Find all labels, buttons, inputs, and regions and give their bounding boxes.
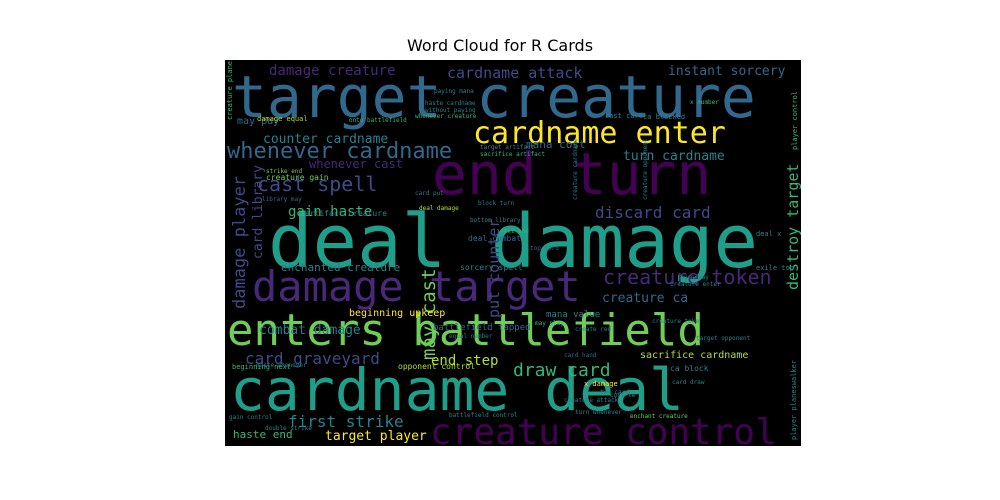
word-turn-may-89: turn may (680, 274, 709, 281)
word-without-paying-80: without paying (425, 107, 476, 114)
word-mana-value-38: mana value (546, 310, 600, 320)
word-end-step-21: end step (431, 353, 498, 369)
word-cloud-canvas: deal damage cardname deal target creature e… (225, 60, 801, 446)
word-damage-player-14: damage player (230, 176, 250, 309)
word-target-opponent-88: target opponent (696, 335, 751, 342)
word-damage-creature-17: damage creature (269, 63, 395, 79)
word-may-cast-22: may cast (418, 268, 440, 360)
word-creature-cardname-69: creature cardname (572, 138, 579, 200)
word-draw-card-11: draw card (513, 360, 611, 381)
word-opponent-control-39: opponent control (398, 362, 475, 371)
word-card-library-27: card library (251, 165, 266, 259)
word-onto-battlefield-79: onto battlefield (349, 117, 407, 124)
word-whenever-creature-78: whenever creature (415, 113, 477, 120)
word-x-damage-53: x damage (584, 380, 618, 388)
word-creature-enter-67: creature enter (670, 281, 721, 288)
word-damage-equal-45: damage equal (257, 115, 308, 123)
word-two-card-63: two card (600, 389, 629, 396)
word-turn-whenever-57: turn whenever (575, 409, 622, 416)
word-target-creature-2: target creature (232, 63, 756, 131)
word-destroy-target-20: destroy target (784, 164, 801, 290)
word-player-control-48: player control (791, 91, 799, 150)
word-creature-ca-29: creature ca (602, 291, 688, 306)
word-beginning-next-54: beginning next (232, 363, 291, 371)
word-may-pay-34: may pay (237, 116, 279, 127)
word-bottom-library-72: bottom library (470, 217, 521, 224)
word-mana-cost-33: mana cost (526, 138, 586, 151)
word-end-turn-3: end turn (432, 140, 711, 208)
word-discard-card-12: discard card (595, 203, 711, 222)
word-create-red-85: create red (575, 326, 612, 333)
word-deal-x-51: deal x (756, 230, 781, 238)
word-first-strike-15: first strike (288, 412, 404, 431)
word-enters-battlefield-4: enters battlefield (227, 305, 704, 356)
word-beginning-upkeep-36: beginning upkeep (349, 308, 445, 319)
word-cardname-attack-16: cardname attack (447, 64, 582, 82)
word-deal-combat-42: deal combat (468, 234, 521, 243)
word-haste-cardname-82: haste cardname (425, 100, 476, 107)
word-cost-le-62: cost le (610, 392, 636, 399)
word-cast-card-46: cast card (605, 112, 643, 120)
word-haste-whenever-58: haste whenever (256, 362, 307, 369)
word-creature-opponent-68: creature opponent (642, 138, 649, 200)
word-enchant-creature-56: enchant creature (630, 413, 688, 420)
word-damage-target-5: damage target (252, 262, 581, 311)
word-target-artifact-76: target artifact (480, 144, 535, 151)
word-next-end-59: next end (500, 228, 529, 235)
chart-title: Word Cloud for R Cards (406, 36, 594, 55)
word-put-counter-23: put counter (485, 219, 503, 318)
word-player-planeswalker-50: player planeswalker (790, 360, 798, 440)
word-deal-damage-0: deal damage (268, 199, 758, 285)
word-whenever-cast-26: whenever cast (309, 157, 403, 171)
word-block-turn-71: block turn (478, 200, 515, 207)
word-exile-top-52: exile top (756, 264, 794, 272)
word-ca-block-40: ca block (670, 364, 709, 373)
word-library-may-74: library may (262, 196, 302, 203)
word-card-hand-61: card hand (564, 352, 597, 359)
word-creature-control-6: creature control (430, 412, 777, 446)
word-double-strike-66: double strike (265, 425, 312, 432)
word-card-graveyard-13: card graveyard (245, 349, 380, 368)
word-instant-sorcery-18: instant sorcery (668, 64, 786, 79)
word-equal-number-84: equal number (449, 333, 493, 340)
word-card-put-90: card put (415, 190, 444, 197)
word-top-card-60: top card (530, 245, 559, 252)
word-creature-attack-64: creature attack (564, 397, 619, 404)
word-cardname-enter-7: cardname enter (473, 116, 726, 151)
word-combat-damage-28: combat damage (259, 323, 361, 338)
word-sacrifice-cardname-35: sacrifice cardname (640, 350, 748, 361)
word-sacrifice-artifact-77: sacrifice artifact (480, 151, 545, 158)
word-target-player-30: target player (325, 429, 427, 444)
word-strike-end-75: strike end (266, 168, 303, 175)
word-paying-mana-81: paying mana (434, 88, 474, 95)
word-sorcery-spell-41: sorcery spell (460, 263, 523, 272)
word-may-play-70: may play (535, 320, 564, 327)
word-artifact-creature-43: artifact creature (305, 209, 387, 218)
word-cardname-deal-1: cardname deal (230, 356, 684, 424)
word-gain-haste-24: gain haste (288, 204, 372, 220)
word-creature-planeswalker-49: creature planeswalker (226, 60, 234, 120)
word-creature-toke-87: creature toke (652, 318, 699, 325)
word-cast-spell-10: cast spell (257, 172, 377, 196)
word-creature-token-9: creature token (603, 265, 772, 289)
word-whenever-cardname-8: whenever cardname (227, 139, 452, 164)
word-creature-gain-44: creature gain (266, 173, 329, 182)
word-x-number-83: x number (690, 99, 719, 106)
word-gain-control-55: gain control (229, 414, 273, 421)
word-card-draw-86: card draw (672, 379, 705, 386)
word-deal-damage-73: deal damage (419, 205, 459, 212)
word-battlefield-tapped-37: battlefield tapped (433, 323, 531, 333)
word-counter-cardname-25: counter cardname (263, 132, 388, 147)
word-battlefield-control-65: battlefield control (449, 412, 518, 419)
word-ca-blocked-47: ca blocked (643, 113, 685, 121)
word-cloud-svg: deal damage cardname deal target creature e… (226, 60, 801, 446)
word-haste-end-31: haste end (233, 428, 293, 441)
word-turn-cardname-19: turn cardname (623, 149, 725, 164)
word-enchanted-creature-32: enchanted creature (281, 261, 400, 274)
